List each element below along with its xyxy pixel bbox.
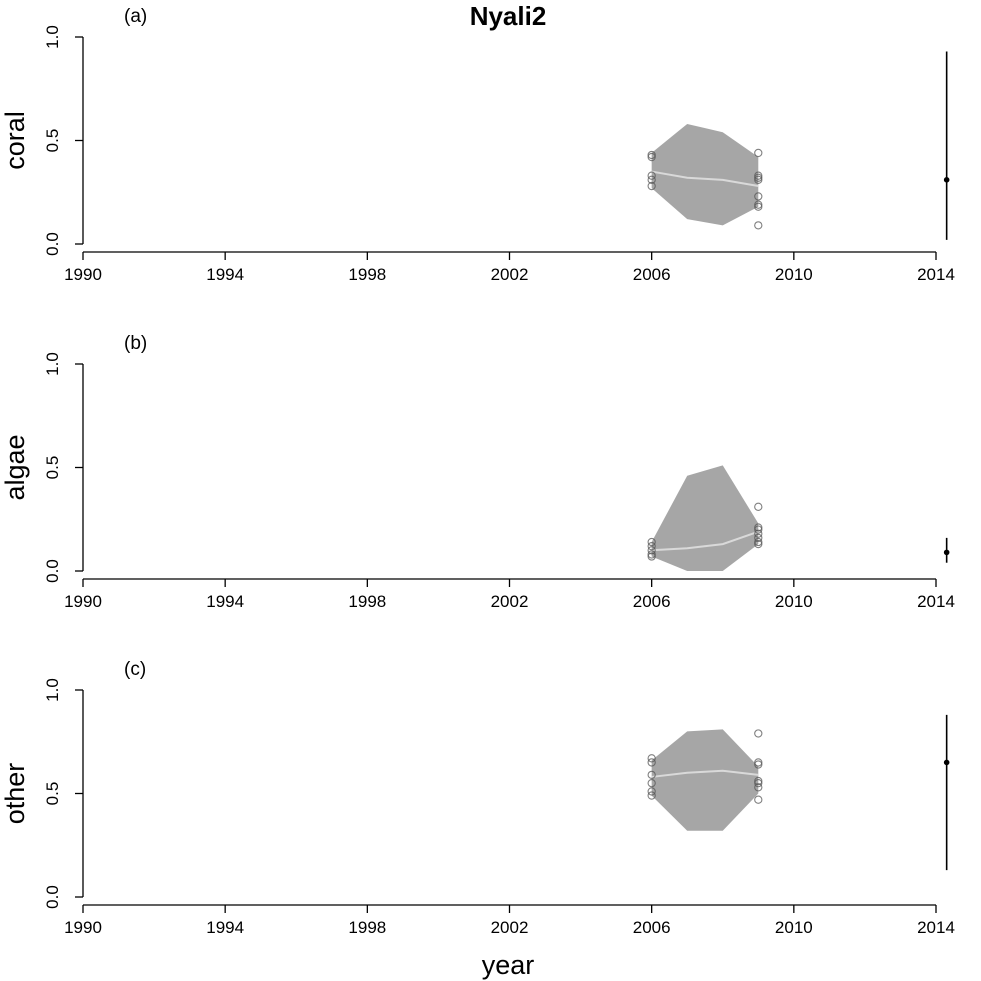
observation-point (647, 181, 656, 191)
observation-point (647, 542, 656, 551)
observation-point (754, 758, 763, 767)
x-tick-label: 2006 (633, 265, 671, 284)
y-axis-label: algae (0, 434, 30, 500)
observation-point (754, 783, 763, 792)
x-tick-label: 2006 (633, 918, 671, 937)
y-tick-label: 0.0 (43, 559, 62, 583)
observation-point (754, 200, 763, 209)
observation-point (754, 173, 763, 182)
y-tick-label: 0.5 (43, 782, 62, 806)
observation-point (754, 539, 763, 549)
observation-point (754, 525, 763, 534)
observation-point (647, 150, 656, 160)
x-tick-label: 2002 (491, 592, 529, 611)
observation-point (647, 152, 656, 162)
x-tick-label: 2010 (775, 918, 813, 937)
y-tick-label: 0.0 (43, 885, 62, 909)
x-tick-label: 2006 (633, 592, 671, 611)
uncertainty-band (651, 729, 759, 831)
median-line (651, 769, 759, 778)
y-tick-label: 0.5 (43, 456, 62, 480)
panel-label: (b) (124, 333, 147, 354)
x-tick-label: 2010 (775, 592, 813, 611)
x-tick-label: 2014 (917, 265, 955, 284)
panel-label: (c) (124, 659, 146, 680)
median-line (651, 530, 759, 552)
observation-point (647, 171, 656, 180)
observation-point (647, 546, 656, 555)
observation-point (754, 502, 763, 511)
observation-point (754, 795, 763, 804)
x-tick-label: 1998 (348, 265, 386, 284)
observation-point (754, 533, 763, 543)
observation-point (754, 779, 763, 788)
observation-point (647, 537, 656, 547)
x-tick-label: 1990 (64, 918, 102, 937)
observation-point (754, 537, 763, 547)
y-tick-label: 1.0 (43, 352, 62, 376)
panel-label: (a) (124, 6, 147, 27)
chart-title: Nyali2 (470, 1, 547, 31)
observation-point (647, 779, 656, 788)
x-tick-label: 2010 (775, 265, 813, 284)
observation-point (647, 770, 656, 780)
y-tick-label: 1.0 (43, 25, 62, 49)
observation-point (754, 729, 763, 738)
observation-point (647, 758, 656, 767)
forecast-point (943, 549, 950, 556)
observation-point (754, 148, 763, 158)
x-tick-label: 1998 (348, 918, 386, 937)
observation-point (754, 776, 763, 786)
observation-point (754, 760, 763, 769)
x-tick-label: 1990 (64, 265, 102, 284)
observation-point (754, 192, 763, 201)
uncertainty-band (651, 123, 759, 226)
forecast-point (943, 177, 950, 183)
observation-point (754, 171, 763, 180)
observation-point (754, 523, 763, 532)
x-tick-label: 2002 (491, 265, 529, 284)
x-tick-label: 1994 (206, 592, 244, 611)
x-tick-label: 1994 (206, 918, 244, 937)
x-axis-label: year (482, 950, 535, 980)
median-line (651, 170, 759, 188)
uncertainty-band (651, 465, 759, 571)
observation-point (647, 552, 656, 561)
y-tick-label: 0.5 (43, 129, 62, 153)
x-tick-label: 2002 (491, 918, 529, 937)
observation-point (647, 791, 656, 800)
x-tick-label: 2014 (917, 592, 955, 611)
observation-point (754, 221, 763, 230)
observation-point (647, 754, 656, 763)
observation-point (647, 550, 656, 559)
x-tick-label: 1998 (348, 592, 386, 611)
observation-point (647, 787, 656, 796)
y-axis-label: coral (0, 111, 30, 170)
observation-point (647, 175, 656, 184)
x-tick-label: 1994 (206, 265, 244, 284)
y-axis-label: other (0, 763, 30, 825)
x-tick-label: 1990 (64, 592, 102, 611)
observation-point (754, 202, 763, 211)
observation-point (754, 529, 763, 538)
forecast-point (943, 759, 950, 766)
observation-point (754, 175, 763, 184)
x-tick-label: 2014 (917, 918, 955, 937)
y-tick-label: 1.0 (43, 678, 62, 702)
y-tick-label: 0.0 (43, 232, 62, 256)
